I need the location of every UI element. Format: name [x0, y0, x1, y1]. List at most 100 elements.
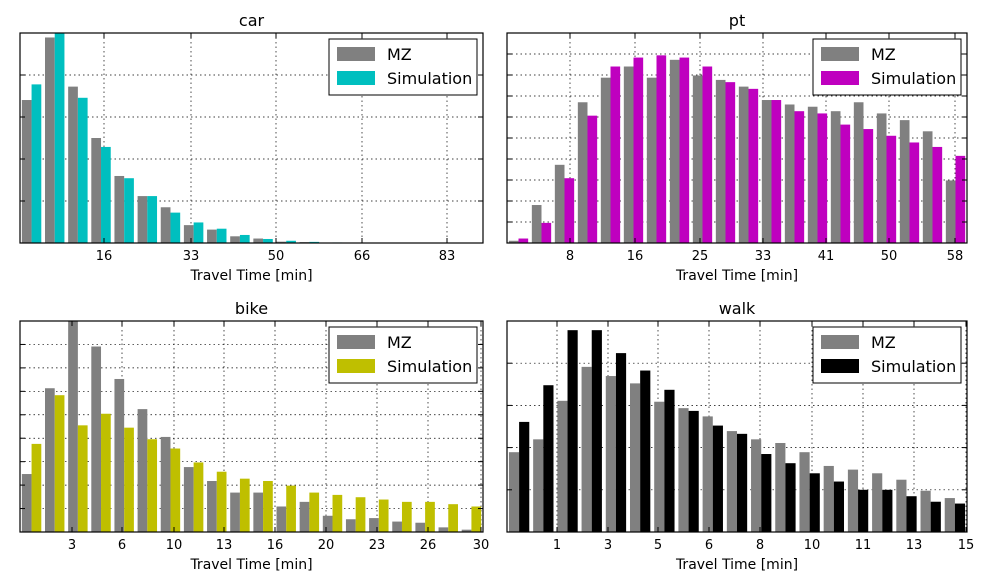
bar-simulation	[101, 146, 111, 243]
bar-simulation	[771, 100, 782, 244]
legend: MZ Simulation	[328, 38, 478, 96]
bar-simulation	[31, 84, 42, 243]
bar-mz	[600, 77, 611, 244]
bar-simulation	[679, 57, 690, 243]
bar-mz	[230, 236, 240, 243]
bar-mz	[114, 378, 125, 532]
bar-simulation	[216, 228, 227, 243]
bar-mz	[392, 521, 402, 532]
bar-simulation	[748, 88, 759, 243]
x-axis-label: Travel Time [min]	[675, 557, 798, 573]
x-tick-label: 33	[755, 249, 772, 264]
bar-simulation	[31, 443, 42, 532]
bar-mz	[581, 366, 592, 532]
bar-simulation	[286, 240, 296, 243]
bar-mz	[823, 465, 834, 532]
x-tick-label: 50	[268, 249, 285, 264]
bar-simulation	[519, 421, 530, 532]
bar-simulation	[216, 471, 227, 532]
bar-mz	[945, 180, 956, 243]
bar-mz	[872, 473, 883, 532]
x-tick-label: 10	[804, 538, 821, 553]
bar-simulation	[239, 234, 250, 243]
bar-mz	[557, 400, 568, 532]
bar-simulation	[882, 489, 893, 532]
x-axis-label: Travel Time [min]	[189, 557, 312, 573]
x-tick-label: 13	[906, 538, 923, 553]
bar-simulation	[378, 499, 389, 532]
bar-simulation	[833, 481, 845, 532]
bar-mz	[508, 452, 520, 532]
bar-simulation	[147, 196, 158, 243]
x-tick-label: 16	[96, 249, 113, 264]
chart-title: bike	[235, 299, 268, 318]
plot-frame	[506, 32, 968, 244]
bar-simulation	[840, 124, 851, 243]
bar-simulation	[286, 485, 296, 532]
bar-simulation	[193, 462, 204, 532]
bar-mz	[45, 37, 55, 243]
bar-simulation	[702, 66, 713, 243]
x-axis-label: Travel Time [min]	[675, 268, 798, 284]
legend-label-simulation: Simulation	[387, 69, 472, 88]
legend-swatch-simulation	[821, 71, 859, 85]
bar-mz	[68, 86, 78, 244]
bar-mz	[508, 240, 519, 243]
bar-simulation	[263, 480, 273, 532]
bar-simulation	[712, 425, 723, 532]
bar-mz	[68, 321, 78, 532]
legend-label-simulation: Simulation	[871, 69, 956, 88]
bar-simulation	[77, 425, 88, 532]
legend-label-mz: MZ	[387, 333, 412, 352]
bar-mz	[183, 225, 194, 243]
x-tick-label: 16	[267, 538, 284, 553]
x-tick-label: 10	[166, 538, 183, 553]
bar-simulation	[761, 454, 772, 532]
bar-mz	[623, 66, 634, 243]
legend-swatch-simulation	[337, 359, 375, 373]
bar-simulation	[170, 212, 181, 243]
bar-mz	[896, 479, 907, 532]
bar-mz	[207, 480, 217, 532]
bar-mz	[726, 431, 737, 532]
x-tick-label: 8	[756, 538, 764, 553]
bar-simulation	[124, 178, 134, 243]
bar-mz	[577, 102, 588, 243]
bar-simulation	[688, 410, 699, 532]
bar-mz	[461, 529, 472, 532]
bar-simulation	[785, 463, 796, 532]
bar-simulation	[564, 178, 575, 243]
x-tick-label: 26	[420, 538, 437, 553]
x-tick-label: 11	[855, 538, 872, 553]
bar-simulation	[886, 135, 897, 243]
x-tick-label: 15	[958, 538, 975, 553]
bar-simulation	[909, 142, 920, 243]
bar-mz	[678, 408, 689, 532]
bar-simulation	[101, 413, 111, 532]
x-tick-label: 3	[68, 538, 76, 553]
bar-mz	[160, 436, 171, 532]
bar-mz	[775, 443, 786, 532]
bar-mz	[876, 113, 887, 244]
bar-simulation	[930, 501, 941, 532]
bar-mz	[702, 416, 713, 532]
legend-swatch-mz	[337, 335, 375, 349]
bar-mz	[415, 522, 426, 532]
x-tick-label: 58	[947, 249, 964, 264]
bar-mz	[646, 77, 657, 244]
bar-simulation	[518, 238, 529, 243]
bar-simulation	[725, 82, 736, 244]
bar-mz	[114, 175, 125, 243]
chart-title: car	[239, 11, 265, 30]
bar-simulation	[54, 33, 65, 243]
bar-simulation	[193, 222, 204, 243]
bar-mz	[276, 241, 287, 243]
bar-simulation	[633, 57, 644, 243]
bar-mz	[605, 376, 616, 532]
bar-mz	[299, 501, 310, 532]
bar-mz	[345, 519, 356, 532]
bar-mz	[920, 490, 931, 532]
bar-simulation	[587, 115, 598, 243]
